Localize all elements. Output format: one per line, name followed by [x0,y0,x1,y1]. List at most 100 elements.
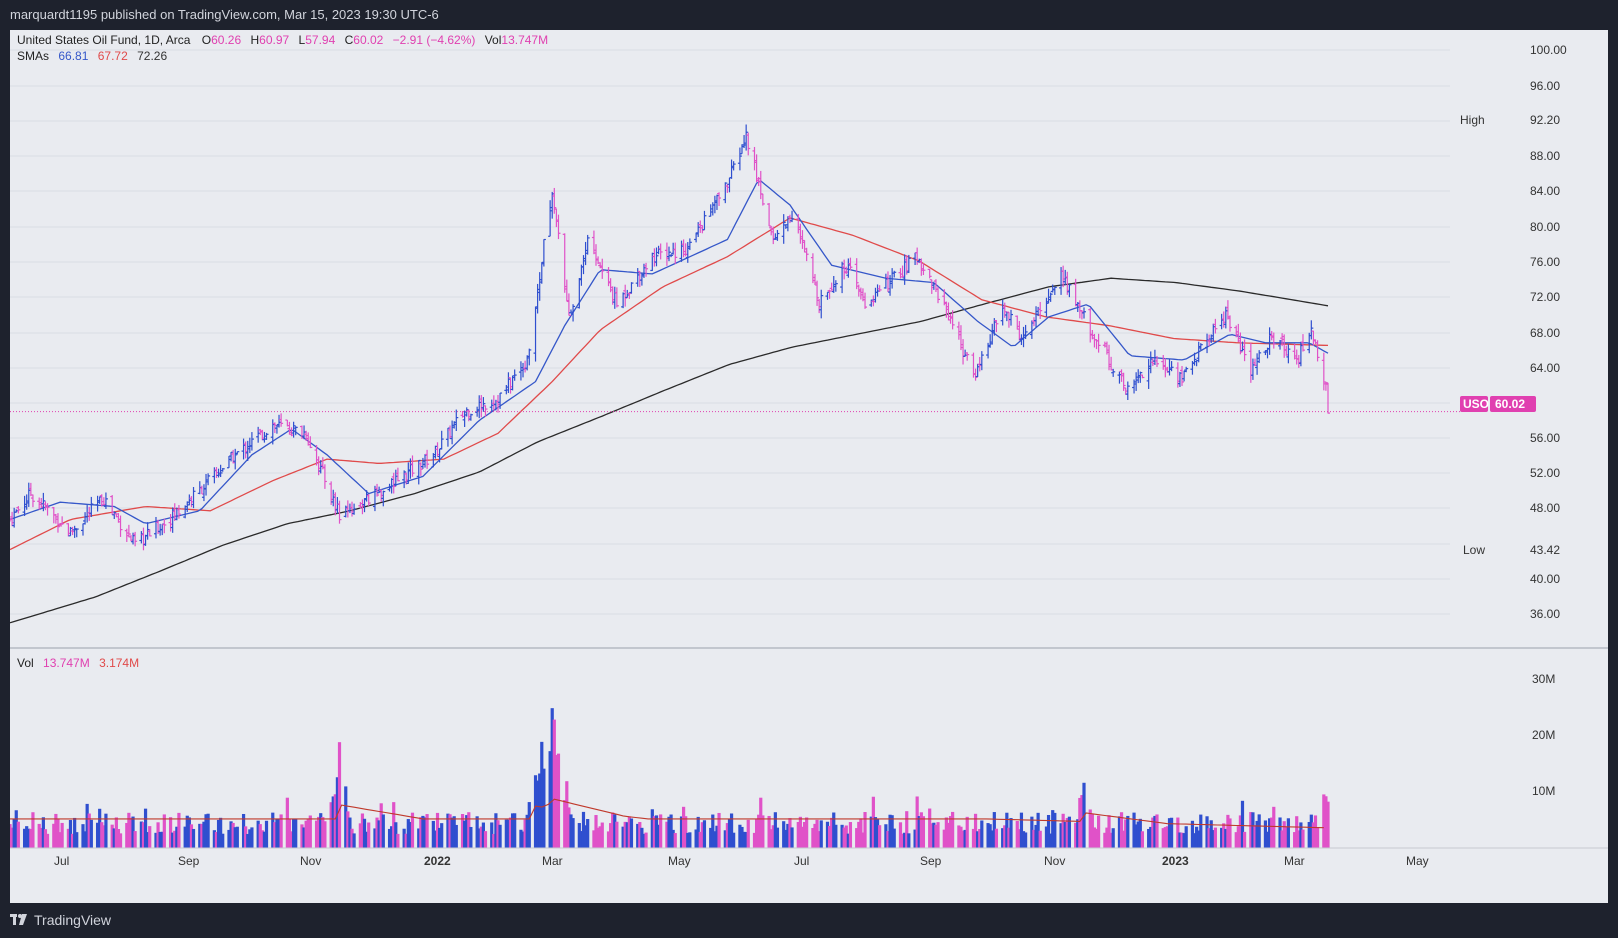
ohlc-bar [702,210,707,231]
ohlc-bar [139,531,144,544]
volume-bar [1226,814,1230,848]
ohlc-bar [1031,317,1036,327]
volume-bar [1015,821,1019,848]
volume-bar [329,802,333,848]
ohlc-bar [729,159,734,179]
volume-bar [365,831,369,848]
volume-bar [379,803,383,848]
ohlc-bar [141,527,146,551]
chart-svg[interactable]: 100.00 96.00 88.00 84.00 80.00 76.00 72.… [10,30,1608,903]
volume-bar [1117,816,1122,848]
ohlc-bar [1271,332,1276,349]
ohlc-bar [28,482,33,497]
ohlc-bar [950,310,955,330]
time-label: Mar [542,854,563,868]
volume-bar [279,814,283,848]
ohlc-bar [448,425,453,440]
ohlc-bar [727,177,732,193]
ohlc-bar [731,161,736,171]
volume-bar [1103,832,1107,848]
ohlc-bar [906,254,911,274]
volume-bar [1046,814,1051,848]
volume-bar [709,827,713,848]
time-label: Sep [178,854,200,868]
time-axis[interactable]: Jul Sep Nov 2022 Mar May Jul Sep Nov 202… [54,854,1429,868]
volume-scale[interactable]: 30M 20M 10M [1532,672,1555,798]
ohlc-bar [1017,321,1022,341]
volume-bar [834,824,838,848]
ohlc-bar [1225,300,1230,320]
ohlc-bar [667,246,671,262]
ohlc-bar [869,299,874,307]
volume-bar [287,819,292,848]
volume-bar [85,803,89,848]
ohlc-bar [1205,333,1210,354]
volume-bar [333,794,337,848]
symbol-badge: USO [1463,397,1489,411]
ohlc-bar [986,342,991,359]
ohlc-bar [172,503,177,521]
ohlc-bar [1294,349,1299,365]
ohlc-bar [60,516,65,525]
volume-bar [640,827,644,848]
last-price-value: 60.02 [1495,397,1525,411]
volume-bar [131,816,135,848]
volume-bar [552,719,556,848]
volume-bar [73,817,77,848]
ohlc-bar [316,456,321,476]
volume-bar [185,815,189,848]
volume-bar [519,829,523,848]
volume-bar [581,811,586,848]
sma-lines [10,180,1329,624]
volume-bar [963,829,967,848]
ohlc-bar [1104,341,1109,355]
ohlc-bar [596,256,601,265]
volume-bar [796,822,800,848]
volume-bar [1268,818,1272,848]
ohlc-bar [965,352,970,361]
ohlc-bar [420,457,425,469]
volume-bar [273,822,277,848]
legend-title: United States Oil Fund, 1D, Arca [17,33,191,47]
ohlc-bar [552,187,557,214]
volume-bar [95,822,100,848]
volume-bar [506,819,511,848]
ohlc-bar [737,147,742,171]
volume-bar [1153,815,1157,848]
ohlc-bar [112,511,117,519]
ohlc-bar [435,442,440,457]
volume-bar [1313,815,1318,848]
volume-bar [229,821,233,848]
volume-bar [352,833,356,848]
volume-bar [16,821,20,848]
volume-bar [948,816,953,848]
ohlc-bar [898,268,903,279]
volume-bar [1167,818,1172,848]
volume-bar [782,821,786,848]
volume-bar [260,830,264,848]
ohlc-bar [87,506,92,521]
ohlc-bar [644,262,649,277]
price-scale[interactable]: 100.00 96.00 88.00 84.00 80.00 76.00 72.… [1530,43,1567,621]
volume-bar [650,809,654,848]
ohlc-bar [760,193,765,206]
volume-bar [606,831,611,848]
volume-bar [1132,812,1136,848]
volume-bar [886,830,890,848]
volume-bar [81,824,85,848]
volume-bar [819,820,823,848]
tradingview-logo[interactable]: TradingView [10,912,111,928]
volume-bar [817,831,821,848]
ohlc-bar [262,431,267,443]
ohlc-bar [854,258,859,290]
publish-line: marquardt1195 published on TradingView.c… [10,7,439,22]
legend-c-value: 60.02 [353,33,383,47]
volume-bar [1088,809,1092,848]
volume-bar [31,812,35,848]
ohlc-bar [293,426,298,436]
volume-bar [788,818,792,848]
ohlc-bar [781,214,786,244]
ohlc-bar [126,524,131,538]
chart-panel[interactable]: 100.00 96.00 88.00 84.00 80.00 76.00 72.… [10,30,1608,903]
ohlc-bar [752,146,757,171]
